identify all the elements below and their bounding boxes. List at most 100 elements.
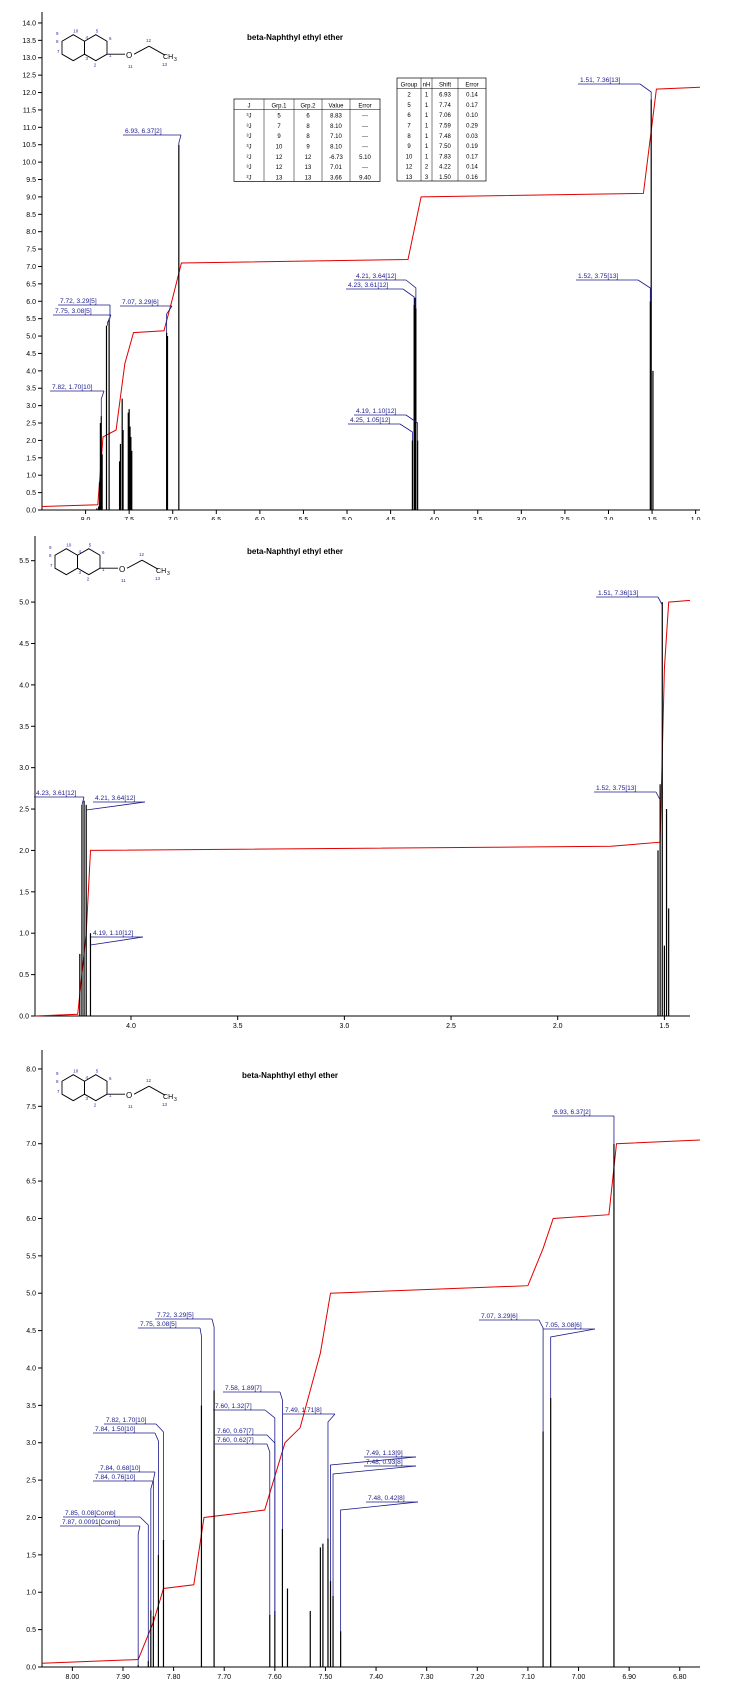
table-cell: 0.19 <box>466 144 478 150</box>
table-cell: ³J <box>247 114 252 120</box>
integral-curve <box>41 86 701 507</box>
table-cell: 3 <box>425 175 429 181</box>
atom-number: 10 <box>66 543 72 548</box>
peak-label: 7.84, 1.50[10] <box>95 1426 135 1433</box>
table-cell: 7.10 <box>330 134 342 140</box>
table-cell: 1 <box>425 134 429 140</box>
peak-leader <box>637 279 651 302</box>
peak-label: 4.23, 3.61[12] <box>36 790 76 797</box>
integral-line <box>34 599 691 1017</box>
peak-leader <box>266 1434 276 1615</box>
x-axis: 8.00 7.90 7.80 7.70 7.60 7.50 7.40 7.30 7.20 7.10… <box>42 1666 700 1681</box>
y-tick-label: 0.0 <box>26 1665 36 1672</box>
table-cell: -6.73 <box>329 155 343 161</box>
atom-number: 1 <box>109 1093 112 1098</box>
peak-label: 7.49, 1.71[8] <box>285 1407 322 1414</box>
x-tick-label: 7.20 <box>470 1674 484 1681</box>
table-cell: 9.40 <box>359 175 371 181</box>
atom-number: 5 <box>89 543 92 548</box>
coupling-table: J Grp.1 Grp.2 Value Error ³J 5 6 8.83 --- ³J 7 8 8.10… <box>233 98 381 182</box>
x-tick-label: 5.5 <box>299 517 309 520</box>
peak-label: 6.93, 6.37[2] <box>554 1109 591 1116</box>
peak-label: 7.82, 1.70[10] <box>106 1417 146 1424</box>
peak-leader <box>639 83 652 100</box>
peak-leader <box>139 1516 149 1662</box>
peak-label: 4.19, 1.10[12] <box>93 930 133 937</box>
methyl-subscript: 3 <box>174 57 177 63</box>
table-cell: --- <box>362 165 368 171</box>
table-header-cell: J <box>248 103 251 109</box>
y-tick-label: 12.5 <box>22 73 36 80</box>
atom-number: 4 <box>86 35 89 40</box>
y-axis: 0.0 0.5 1.0 1.5 2.0 2.5 3.0 3.5 4.0 4.5 5.0 5.5 6.0 6… <box>22 12 43 515</box>
x-tick-label: 7.70 <box>217 1674 231 1681</box>
y-tick-label: 1.0 <box>26 1590 36 1597</box>
x-tick-label: 5.0 <box>342 517 352 520</box>
table-cell: --- <box>362 114 368 120</box>
table-header-cell: Grp.1 <box>271 103 287 109</box>
y-tick-label: 1.5 <box>19 889 29 896</box>
y-tick-label: 3.0 <box>19 765 29 772</box>
y-tick-label: 1.5 <box>26 1552 36 1559</box>
y-tick-label: 8.0 <box>26 229 36 236</box>
atom-number: 2 <box>94 63 97 68</box>
peak-label: 7.84, 0.68[10] <box>100 1465 140 1472</box>
table-cell: ²J <box>247 155 252 161</box>
peak-leader <box>655 791 661 801</box>
table-header-cell: Error <box>465 82 478 88</box>
atom-number: 10 <box>73 1069 79 1074</box>
y-tick-label: 2.0 <box>19 848 29 855</box>
table-cell: 12 <box>406 165 413 171</box>
y-tick-label: 6.0 <box>26 1216 36 1223</box>
table-cell: 0.17 <box>466 154 478 160</box>
y-tick-label: 6.5 <box>26 281 36 288</box>
x-axis: 8.0 7.5 7.0 6.5 6.0 5.5 5.0 4.5 4.0 3.5 3.0 2.5 2.0 1… <box>42 509 701 520</box>
peak-leader <box>657 596 663 606</box>
peak-label: 7.07, 3.29[6] <box>122 299 159 306</box>
atom-number: 3 <box>86 56 89 61</box>
y-tick-label: 9.5 <box>26 177 36 184</box>
atom-number: 2 <box>94 1103 97 1108</box>
peak-leader <box>178 134 182 145</box>
x-tick-label: 3.0 <box>339 1023 349 1030</box>
table-cell: --- <box>362 134 368 140</box>
table-cell: 1 <box>425 124 429 130</box>
atom-number: 7 <box>57 49 60 54</box>
table-frame <box>396 77 487 182</box>
table-header-cell: Value <box>329 103 345 109</box>
table-cell: 4.22 <box>439 165 451 171</box>
peak-label: 7.49, 1.13[9] <box>366 1450 403 1457</box>
peak-leader <box>137 1525 141 1665</box>
peak-leader <box>327 1413 336 1539</box>
x-tick-label: 3.5 <box>233 1023 243 1030</box>
peak-leader <box>405 279 417 309</box>
peak-label: 7.60, 0.67[7] <box>217 1428 254 1435</box>
x-tick-label: 8.0 <box>81 517 91 520</box>
x-tick-label: 2.5 <box>560 517 570 520</box>
y-tick-label: 10.5 <box>22 142 36 149</box>
ring-left <box>61 34 85 62</box>
atom-number: 6 <box>102 550 105 555</box>
table-cell: 3.66 <box>330 175 342 181</box>
peak-label: 1.51, 7.36[13] <box>598 590 638 597</box>
peak-label: 7.05, 3.08[6] <box>545 1322 582 1329</box>
methyl-subscript: 3 <box>174 1097 177 1103</box>
y-tick-label: 7.0 <box>26 1141 36 1148</box>
table-cell: --- <box>362 145 368 151</box>
x-tick-label: 7.40 <box>369 1674 383 1681</box>
x-tick-label: 6.80 <box>673 1674 687 1681</box>
peak-leader <box>90 936 144 946</box>
x-tick-label: 7.90 <box>116 1674 130 1681</box>
table-cell: 0.29 <box>466 124 478 130</box>
peak-leader <box>100 390 105 417</box>
peak-label: 7.60, 1.32[7] <box>215 1403 252 1410</box>
table-cell: 8.83 <box>330 114 342 120</box>
peak-leader <box>166 305 173 333</box>
table-cell: 2 <box>425 165 429 171</box>
table-cell: ³J <box>247 145 252 151</box>
y-tick-label: 3.0 <box>26 403 36 410</box>
ring-right <box>84 1074 108 1102</box>
y-axis: 0.0 0.5 1.0 1.5 2.0 2.5 3.0 3.5 4.0 4.5 5.0 5.5 <box>19 536 36 1021</box>
table-header-cell: Grp.2 <box>300 103 316 109</box>
y-tick-label: 9.0 <box>26 194 36 201</box>
